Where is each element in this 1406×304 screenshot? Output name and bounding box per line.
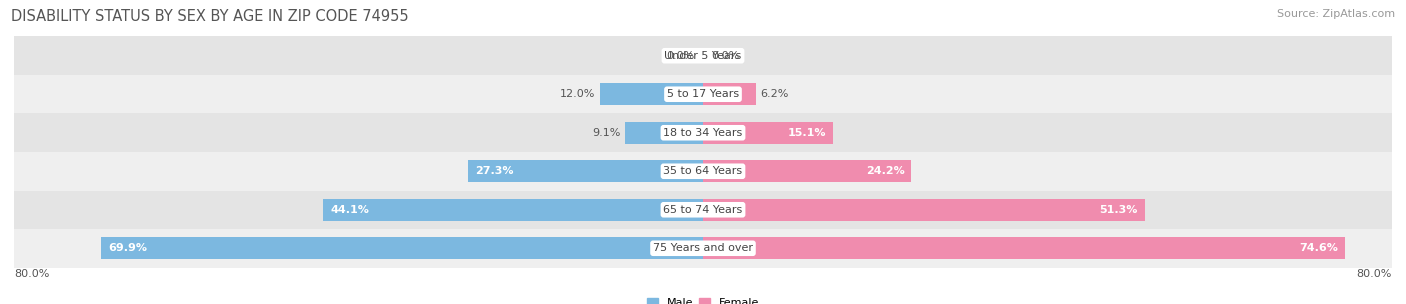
Bar [14, 113, 1392, 152]
Text: 6.2%: 6.2% [761, 89, 789, 99]
Bar [703, 160, 911, 182]
Text: 9.1%: 9.1% [592, 128, 620, 138]
Text: 80.0%: 80.0% [14, 269, 49, 279]
Text: 74.6%: 74.6% [1299, 243, 1339, 253]
Text: 24.2%: 24.2% [866, 166, 904, 176]
Text: 18 to 34 Years: 18 to 34 Years [664, 128, 742, 138]
Text: 15.1%: 15.1% [787, 128, 827, 138]
Text: 80.0%: 80.0% [1357, 269, 1392, 279]
Bar [703, 83, 756, 105]
Text: 0.0%: 0.0% [711, 51, 740, 61]
Text: 5 to 17 Years: 5 to 17 Years [666, 89, 740, 99]
Bar [323, 199, 703, 221]
Bar [14, 229, 1392, 268]
Text: Source: ZipAtlas.com: Source: ZipAtlas.com [1277, 9, 1395, 19]
Bar [468, 160, 703, 182]
Bar [703, 122, 832, 144]
Text: 35 to 64 Years: 35 to 64 Years [664, 166, 742, 176]
Text: Under 5 Years: Under 5 Years [665, 51, 741, 61]
Bar [14, 152, 1392, 191]
Text: 51.3%: 51.3% [1099, 205, 1137, 215]
Bar [703, 199, 1144, 221]
Bar [624, 122, 703, 144]
Legend: Male, Female: Male, Female [643, 293, 763, 304]
Text: 44.1%: 44.1% [330, 205, 368, 215]
Text: 27.3%: 27.3% [475, 166, 513, 176]
Bar [14, 75, 1392, 113]
Bar [14, 191, 1392, 229]
Bar [14, 36, 1392, 75]
Text: 0.0%: 0.0% [666, 51, 695, 61]
Bar [703, 237, 1346, 259]
Text: 69.9%: 69.9% [108, 243, 148, 253]
Bar [599, 83, 703, 105]
Text: 75 Years and over: 75 Years and over [652, 243, 754, 253]
Text: DISABILITY STATUS BY SEX BY AGE IN ZIP CODE 74955: DISABILITY STATUS BY SEX BY AGE IN ZIP C… [11, 9, 409, 24]
Bar [101, 237, 703, 259]
Text: 65 to 74 Years: 65 to 74 Years [664, 205, 742, 215]
Text: 12.0%: 12.0% [560, 89, 595, 99]
